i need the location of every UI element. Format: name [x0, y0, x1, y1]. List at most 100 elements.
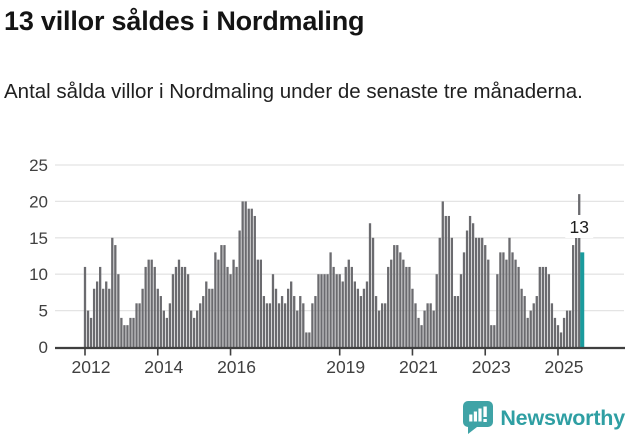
bar	[429, 303, 432, 347]
bar	[365, 281, 369, 347]
bar	[550, 303, 554, 347]
bar	[462, 252, 466, 347]
bar	[396, 245, 399, 347]
bar	[371, 237, 375, 347]
bar	[189, 310, 193, 347]
bar	[308, 332, 311, 347]
bar	[465, 230, 469, 347]
bar	[241, 201, 244, 347]
bar	[459, 274, 463, 347]
bar	[471, 223, 475, 347]
bar	[565, 310, 569, 347]
bar	[102, 288, 105, 347]
bar	[141, 288, 144, 347]
bar	[247, 208, 250, 347]
bar	[526, 317, 529, 347]
bar	[250, 208, 253, 347]
x-axis-tick-label: 2019	[326, 357, 365, 377]
x-axis-tick-label: 2023	[472, 357, 511, 377]
bar	[302, 303, 305, 347]
bar	[174, 266, 178, 347]
bar	[208, 288, 211, 347]
bar	[180, 266, 184, 347]
bar	[347, 259, 350, 347]
bar	[447, 215, 450, 347]
bar	[559, 332, 563, 347]
bar	[262, 296, 266, 347]
bar	[144, 266, 147, 347]
x-axis-tick-label: 2012	[72, 357, 111, 377]
bar	[92, 288, 96, 347]
bar	[502, 252, 505, 347]
bar	[487, 259, 490, 347]
highlighted-bar	[580, 252, 585, 347]
bar	[529, 310, 532, 347]
bar	[114, 245, 117, 347]
bar	[572, 245, 575, 347]
bar	[432, 310, 435, 347]
bar	[238, 230, 241, 347]
bar	[193, 317, 196, 347]
bar	[402, 259, 405, 347]
bar	[290, 281, 293, 347]
bar	[235, 266, 238, 347]
bar	[332, 266, 335, 347]
bar	[499, 252, 502, 347]
bar	[538, 266, 541, 347]
bar	[441, 201, 444, 347]
bar	[274, 288, 278, 347]
bar	[511, 252, 514, 347]
bar	[271, 274, 275, 347]
bar	[86, 310, 90, 347]
bar	[341, 281, 344, 347]
bar	[296, 310, 299, 347]
bar	[532, 303, 535, 347]
bar	[311, 303, 314, 347]
bar	[438, 237, 441, 347]
bar	[111, 237, 114, 347]
bar	[280, 296, 284, 347]
bar	[508, 237, 511, 347]
bar	[220, 245, 223, 347]
bar	[568, 310, 572, 347]
bar	[405, 266, 408, 347]
bar	[338, 274, 341, 347]
y-axis-tick-label: 5	[39, 302, 48, 321]
bar	[544, 266, 548, 347]
bar	[186, 274, 190, 347]
bar	[323, 274, 326, 347]
bar	[147, 259, 150, 347]
bar	[159, 296, 162, 347]
bar	[277, 303, 281, 347]
bar	[356, 288, 360, 347]
x-axis-tick-label: 2014	[144, 357, 183, 377]
bar	[259, 259, 263, 347]
bar	[423, 310, 426, 347]
bar	[417, 317, 420, 347]
bar	[444, 215, 447, 347]
bar	[320, 274, 323, 347]
bar	[99, 266, 102, 347]
bar	[575, 237, 578, 347]
bar	[380, 303, 384, 347]
bar	[517, 266, 520, 347]
chart-subtitle: Antal sålda villor i Nordmaling under de…	[4, 80, 583, 103]
bar	[95, 281, 99, 347]
bar	[453, 296, 457, 347]
bar	[350, 266, 353, 347]
bar	[435, 274, 438, 347]
bar	[420, 325, 423, 347]
x-axis-tick-label: 2021	[399, 357, 438, 377]
x-axis-tick-label: 2016	[217, 357, 256, 377]
footer-brand: Newsworthy	[463, 401, 625, 435]
bar	[126, 325, 129, 347]
bar	[168, 303, 172, 347]
y-axis-tick-label: 15	[29, 229, 48, 248]
bar	[156, 288, 159, 347]
bar	[335, 274, 338, 347]
bar	[202, 296, 205, 347]
bar	[344, 266, 347, 347]
bar	[162, 310, 165, 347]
